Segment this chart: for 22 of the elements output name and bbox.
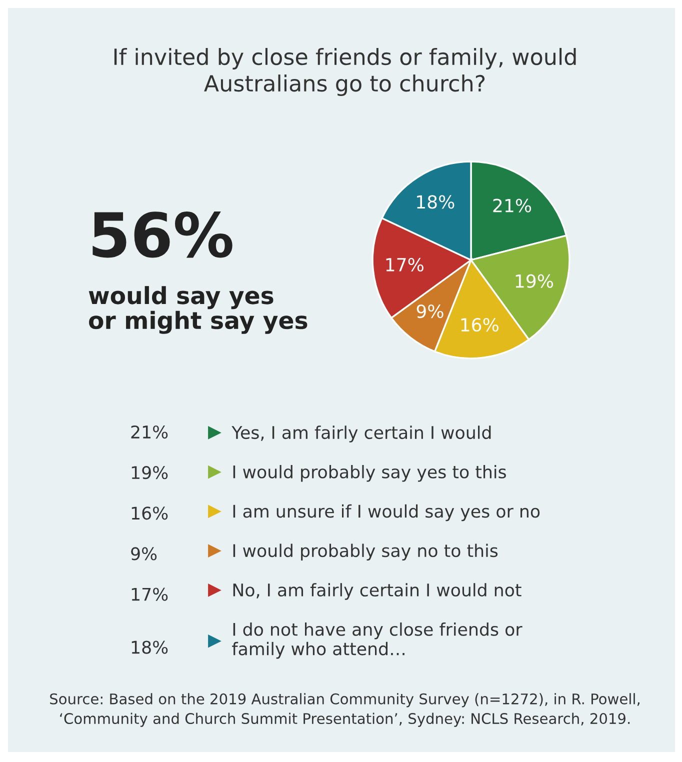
data-label: 17%	[386, 258, 424, 272]
text: 16%	[132, 506, 168, 520]
text: 9%	[131, 547, 157, 560]
source-note: Source: Based on the 2019 Australian Community Survey (n=1272), in R. Powell, ‘Community and Church Summit Presentation’, Sydney: NCLS Research, 2019.	[50, 693, 640, 727]
text: would say yes or might say yes	[88, 286, 308, 334]
legend-label: No, I am fairly certain I would not	[233, 583, 522, 600]
text: 56%	[92, 212, 232, 258]
data-label: 16%	[461, 318, 498, 332]
legend-label: I would probably say yes to this	[233, 464, 506, 482]
data-label: 18%	[417, 195, 454, 209]
legend-label: Yes, I am fairly certain I would	[232, 426, 491, 442]
chart-title: If invited by close friends or family, would Australians go to church?	[114, 48, 576, 96]
legend-label: I would probably say no to this	[233, 544, 498, 561]
text: 17%	[132, 588, 168, 601]
data-label: 19%	[516, 274, 554, 288]
text: 21%	[131, 425, 168, 439]
text: 18%	[132, 640, 168, 654]
data-label: 9%	[416, 304, 444, 318]
legend-label: I am unsure if I would say yes or no	[233, 504, 540, 522]
text: 19%	[132, 466, 168, 480]
legend-label: I do not have any close friends or family who attend…	[232, 622, 522, 659]
data-label: 21%	[493, 198, 532, 212]
